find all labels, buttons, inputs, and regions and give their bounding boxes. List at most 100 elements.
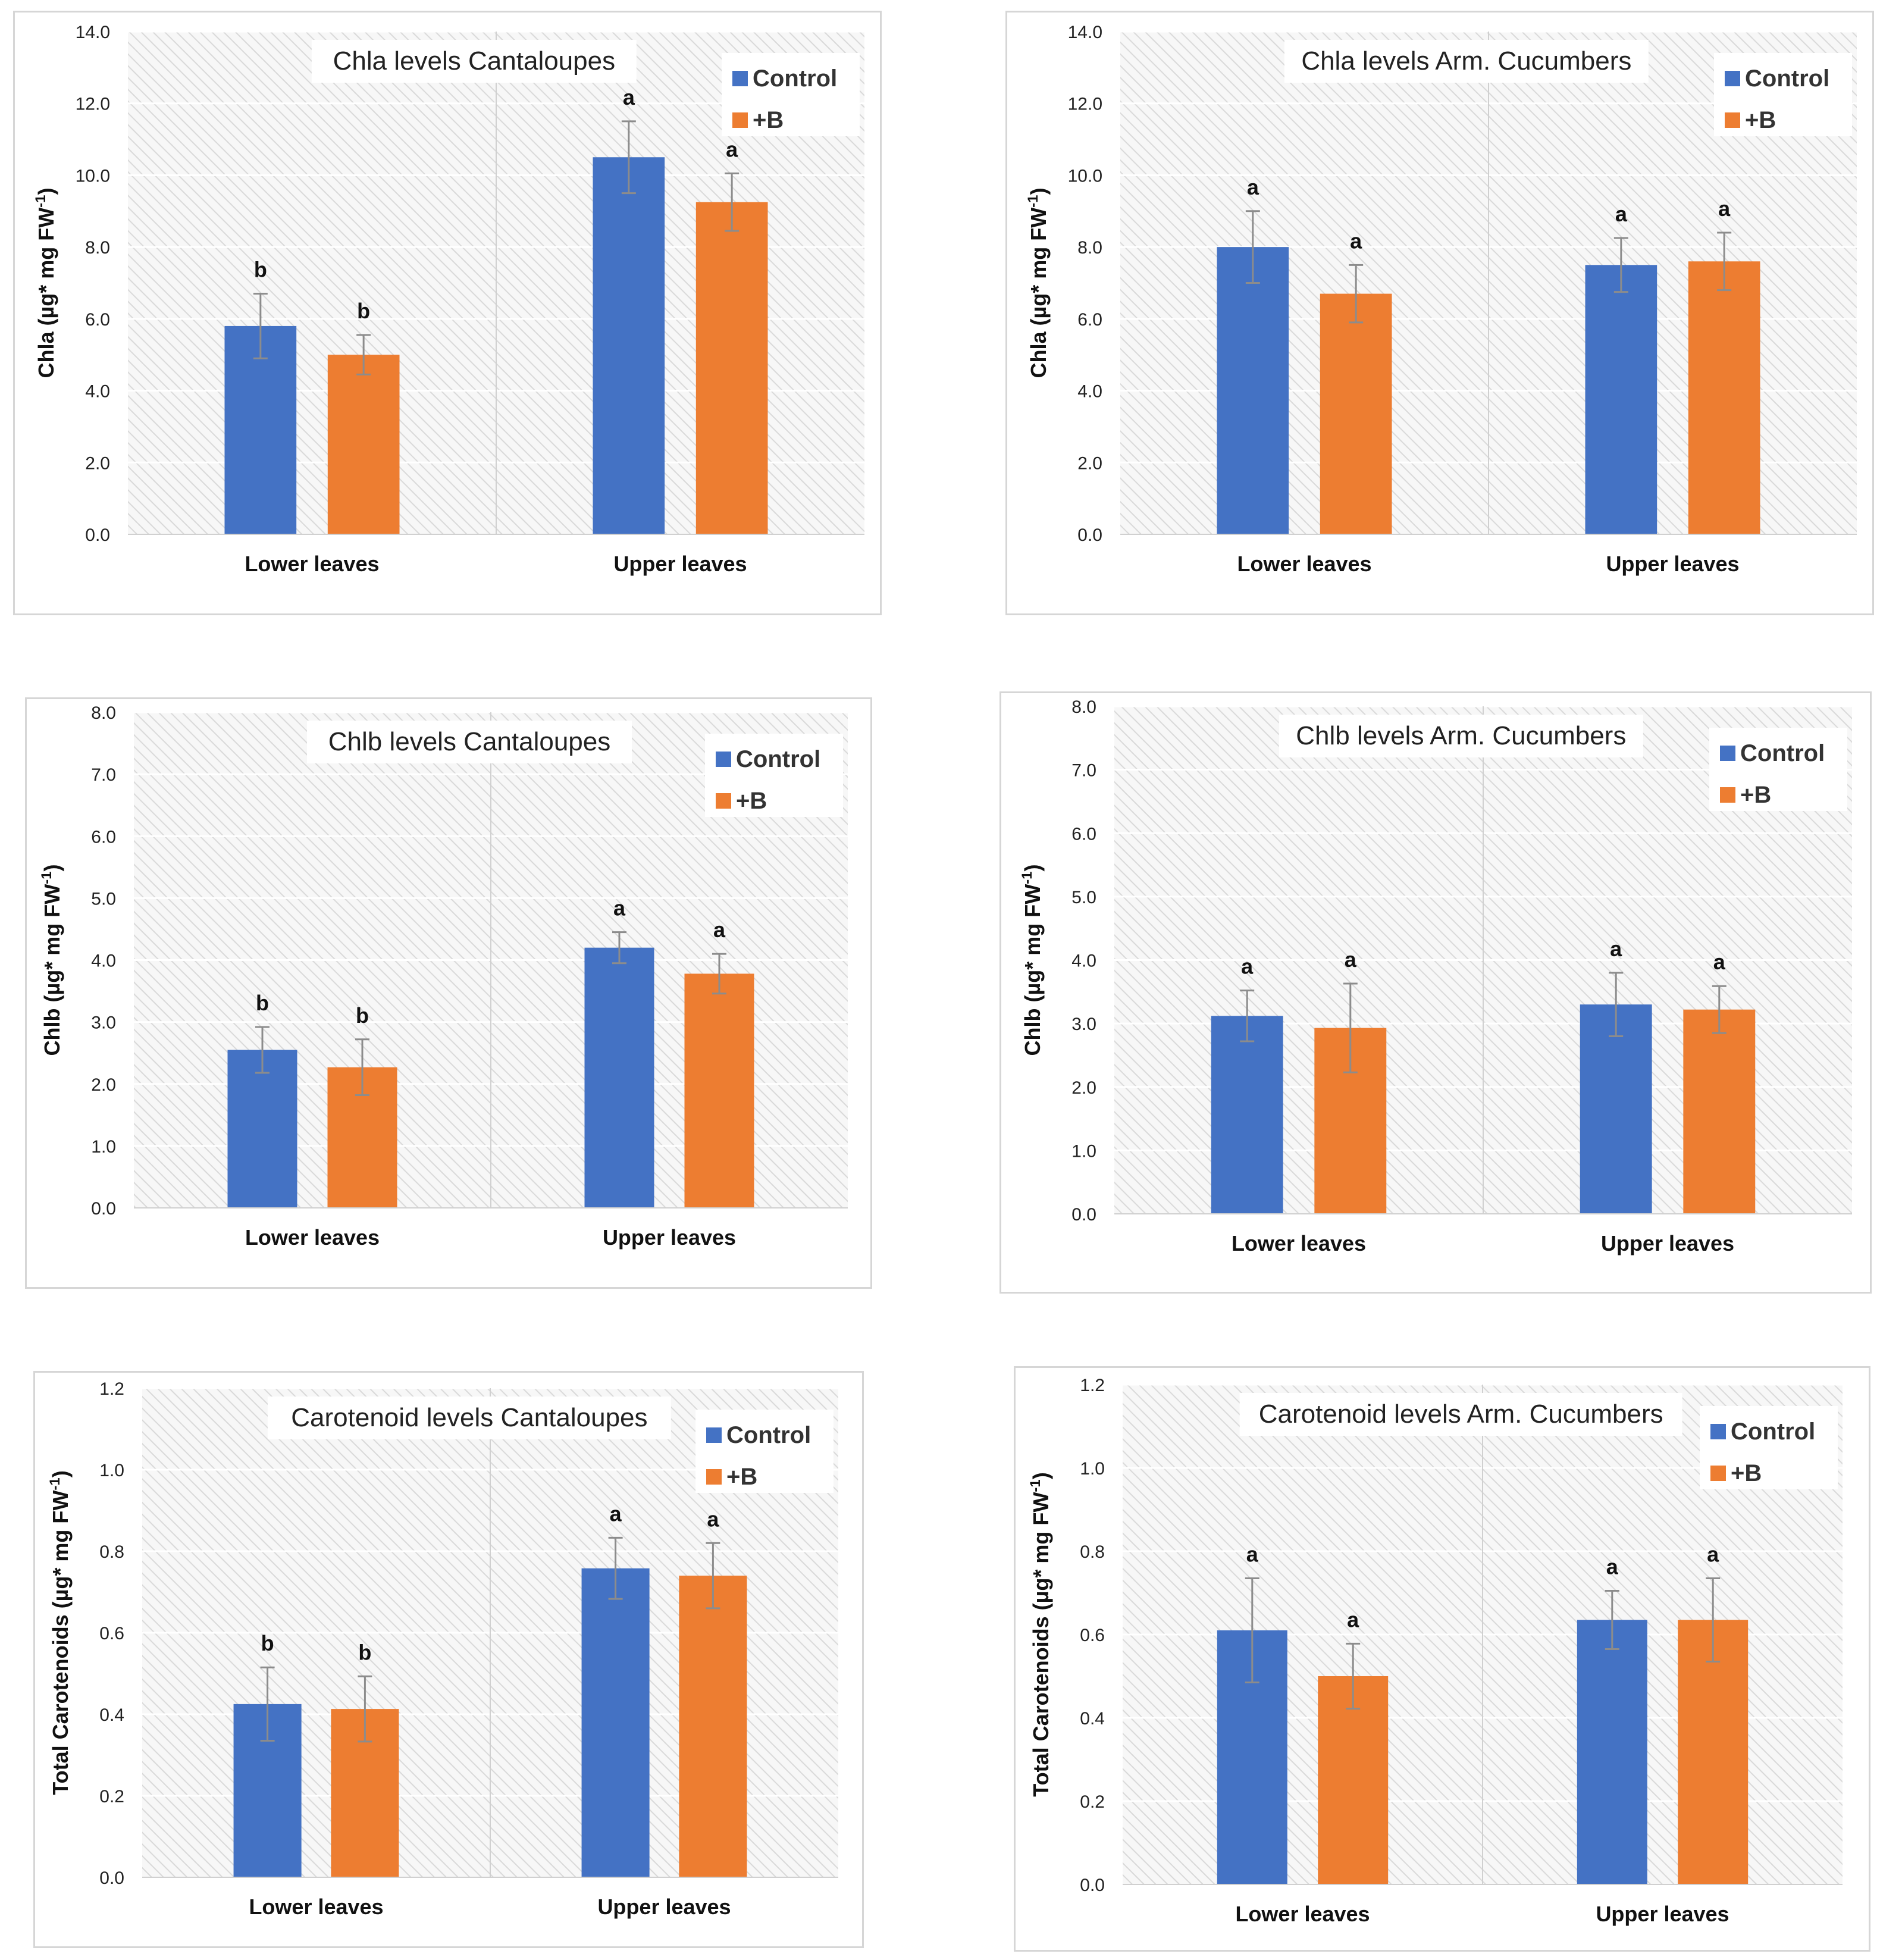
chart-panel-carotenoids-cucumbers: 0.0 0.2 0.4 0.6 0.8 1.0 1.2 a a Lower leaves a a Upp… [1014,1366,1870,1952]
significance-letter: a [1345,947,1357,972]
legend-label: Control [1740,740,1825,766]
y-tick-label: 8.0 [91,703,116,723]
chart-title-box [1284,40,1649,83]
chart-title: Chla levels Arm. Cucumbers [1301,46,1631,76]
chart-title: Carotenoid levels Arm. Cucumbers [1259,1399,1663,1429]
y-tick-label: 6.0 [1077,310,1102,330]
bar-boron-upper [684,973,754,1208]
chart-carotenoids-cantaloupes: 0.0 0.2 0.4 0.6 0.8 1.0 1.2 b b Lower leaves a a Upp… [47,1379,838,1919]
significance-letter: a [623,85,635,109]
chart-chla-cucumbers: 0.0 2.0 4.0 6.0 8.0 10.0 12.0 14.0 a a Lower leave… [1025,23,1857,576]
y-tick-label: 0.8 [99,1542,124,1562]
y-tick-label: 8.0 [1071,697,1096,717]
y-tick-label: 0.6 [99,1624,124,1643]
bar-control-upper [584,947,654,1208]
significance-letter: a [613,896,626,920]
legend-swatch [732,71,748,86]
legend-swatch [1720,746,1735,761]
significance-letter: a [1610,937,1622,961]
y-tick-label: 0.6 [1080,1626,1105,1645]
bar-control-lower [1211,1016,1283,1214]
category-label: Lower leaves [249,1895,383,1919]
significance-letter: a [1615,202,1628,226]
category-label: Lower leaves [1237,552,1371,576]
y-tick-label: 0.0 [91,1199,116,1219]
y-tick-label: 1.0 [1071,1141,1096,1161]
legend-swatch [706,1469,722,1485]
y-axis-title: Chla (µg* mg FW-1) [1025,187,1051,378]
significance-letter: b [357,299,370,323]
legend-swatch [1710,1424,1726,1439]
legend-label: Control [736,746,820,772]
bar-control-lower [227,1050,297,1208]
significance-letter: a [1347,1607,1359,1632]
chart-panel-carotenoids-cantaloupes: 0.0 0.2 0.4 0.6 0.8 1.0 1.2 b b Lower leaves a a Upp… [33,1371,864,1948]
y-tick-label: 5.0 [91,889,116,909]
y-tick-label: 0.0 [1080,1876,1105,1895]
y-tick-label: 8.0 [1077,238,1102,258]
chart-chlb-cantaloupes: 0.0 1.0 2.0 3.0 4.0 5.0 6.0 7.0 8.0 b b Lower leave… [39,703,848,1250]
legend-label: +B [1745,107,1776,133]
significance-letter: b [356,1003,369,1028]
legend-swatch [1720,787,1735,803]
bar-control-upper [593,157,665,534]
category-label: Lower leaves [1235,1902,1370,1926]
legend-label: Control [753,65,837,92]
bar-control-upper [1585,265,1657,534]
y-tick-label: 10.0 [1068,166,1102,186]
legend-swatch [1725,112,1740,128]
y-tick-label: 0.0 [1077,525,1102,545]
y-tick-label: 0.0 [85,525,110,545]
y-tick-label: 1.0 [1080,1459,1105,1479]
y-tick-label: 1.2 [99,1379,124,1399]
y-tick-label: 12.0 [76,95,110,114]
chart-carotenoids-cucumbers: 0.0 0.2 0.4 0.6 0.8 1.0 1.2 a a Lower leaves a a Upp… [1027,1376,1843,1926]
y-tick-label: 2.0 [91,1075,116,1095]
bar-control-upper [1577,1620,1647,1884]
chart-panel-chlb-cucumbers: 0.0 1.0 2.0 3.0 4.0 5.0 6.0 7.0 8.0 a a Lower leave… [999,691,1872,1294]
y-tick-label: 4.0 [1077,382,1102,402]
y-tick-label: 0.8 [1080,1542,1105,1562]
y-tick-label: 4.0 [91,951,116,971]
significance-letter: a [713,918,726,942]
bar-boron-upper [1683,1009,1756,1214]
bar-control-upper [1580,1004,1652,1214]
y-tick-label: 0.2 [99,1787,124,1806]
bar-boron-upper [1688,261,1760,534]
y-tick-label: 6.0 [91,827,116,847]
y-tick-label: 0.4 [99,1705,124,1725]
y-axis-title: Total Carotenoids (µg* mg FW-1) [47,1470,73,1795]
category-label: Upper leaves [1606,552,1739,576]
chart-title: Chlb levels Arm. Cucumbers [1296,721,1626,750]
y-tick-label: 2.0 [1077,453,1102,473]
chart-panel-chlb-cantaloupes: 0.0 1.0 2.0 3.0 4.0 5.0 6.0 7.0 8.0 b b Lower leave… [25,697,872,1289]
legend-swatch [732,112,748,128]
y-tick-label: 0.0 [99,1868,124,1888]
y-tick-label: 0.4 [1080,1709,1105,1729]
bar-boron-upper [695,202,768,535]
legend-label: Control [1745,65,1829,92]
significance-letter: b [254,258,267,282]
legend-label: +B [736,788,767,814]
y-tick-label: 3.0 [1071,1015,1096,1034]
bar-boron-lower [327,355,400,534]
legend-swatch [716,793,731,809]
significance-letter: a [1241,954,1254,979]
chart-title: Chlb levels Cantaloupes [328,727,611,756]
significance-letter: a [1606,1555,1619,1579]
chart-chlb-cucumbers: 0.0 1.0 2.0 3.0 4.0 5.0 6.0 7.0 8.0 a a Lower leave… [1019,697,1852,1255]
category-label: Upper leaves [613,552,747,576]
legend-swatch [1710,1466,1726,1481]
bar-boron-lower [1320,293,1392,534]
significance-letter: a [1246,1542,1259,1567]
significance-letter: a [1247,175,1259,199]
y-tick-label: 2.0 [1071,1078,1096,1098]
chart-chla-cantaloupes: 0.0 2.0 4.0 6.0 8.0 10.0 12.0 14.0 b b Lower leave… [33,23,864,576]
bar-control-upper [581,1568,650,1877]
legend-label: Control [1731,1419,1815,1445]
y-tick-label: 14.0 [1068,23,1102,42]
significance-letter: b [256,991,269,1015]
legend-label: +B [1731,1460,1762,1486]
bar-boron-upper [1678,1620,1749,1884]
chart-title: Chla levels Cantaloupes [333,46,616,76]
